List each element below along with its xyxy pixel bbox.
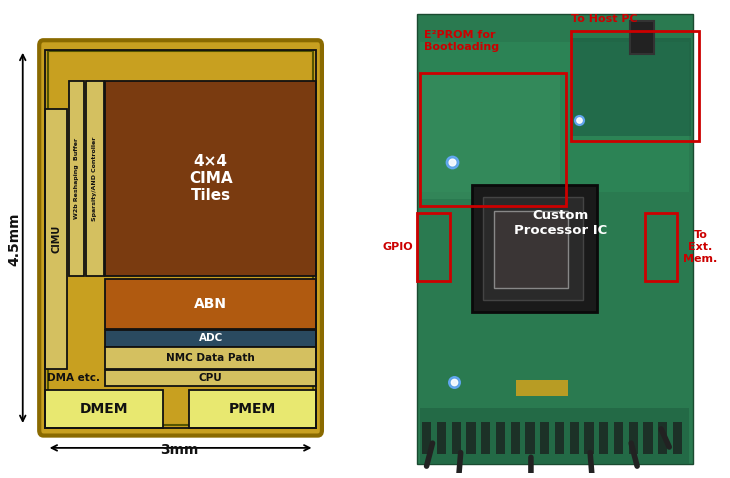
Bar (494, 211, 568, 288)
Bar (511, 422, 520, 455)
Bar (614, 422, 623, 455)
Bar (105, 369, 316, 386)
FancyArrowPatch shape (458, 453, 461, 478)
Text: 4.5mm: 4.5mm (8, 212, 22, 266)
Text: DMEM: DMEM (80, 402, 128, 416)
Bar (420, 42, 689, 192)
Bar (105, 330, 316, 347)
Bar (69, 81, 85, 276)
Text: W2b Reshaping  Buffer: W2b Reshaping Buffer (74, 138, 80, 219)
Bar (422, 75, 561, 199)
Bar (422, 422, 431, 455)
Bar (437, 422, 446, 455)
Text: ABN: ABN (194, 297, 227, 311)
Bar (105, 279, 316, 329)
FancyBboxPatch shape (39, 40, 322, 435)
Point (573, 116, 585, 123)
Text: DMA etc.: DMA etc. (47, 373, 100, 383)
Text: PMEM: PMEM (229, 402, 276, 416)
Bar (45, 109, 67, 369)
Text: ADC: ADC (199, 333, 223, 343)
Bar (45, 390, 164, 428)
Text: 3mm: 3mm (160, 443, 198, 456)
Bar (105, 347, 316, 369)
Point (447, 378, 459, 386)
Bar (643, 422, 653, 455)
Bar (572, 38, 691, 136)
Point (446, 158, 458, 165)
Bar (569, 422, 579, 455)
Bar (45, 50, 316, 428)
Bar (516, 380, 568, 396)
FancyArrowPatch shape (590, 453, 592, 478)
FancyBboxPatch shape (48, 51, 312, 425)
Text: GPIO: GPIO (383, 242, 413, 252)
FancyArrowPatch shape (661, 429, 669, 447)
Bar (585, 422, 593, 455)
Text: 4×4
CIMA
Tiles: 4×4 CIMA Tiles (189, 153, 232, 204)
Point (573, 116, 585, 123)
Bar (526, 422, 534, 455)
Bar (472, 185, 597, 312)
Bar (189, 390, 316, 428)
Bar (629, 422, 638, 455)
Point (446, 158, 458, 165)
FancyArrowPatch shape (631, 443, 637, 466)
Bar (540, 422, 550, 455)
Text: NMC Data Path: NMC Data Path (166, 353, 255, 363)
Text: To Host PC: To Host PC (572, 13, 638, 23)
Text: To
Ext.
Mem.: To Ext. Mem. (683, 230, 718, 263)
Bar (481, 422, 491, 455)
Text: CPU: CPU (199, 373, 223, 383)
Bar (496, 422, 505, 455)
Bar (483, 197, 583, 300)
Text: Custom
Processor IC: Custom Processor IC (514, 208, 607, 237)
FancyArrowPatch shape (426, 443, 433, 466)
Bar (673, 422, 682, 455)
Bar (555, 422, 564, 455)
Bar (417, 14, 694, 464)
Bar (466, 422, 476, 455)
Text: CIMU: CIMU (51, 225, 61, 253)
Text: Sparsity/AND Controller: Sparsity/AND Controller (93, 136, 98, 221)
Bar (631, 21, 654, 54)
Bar (105, 81, 316, 276)
Bar (658, 422, 667, 455)
Bar (599, 422, 608, 455)
Text: E²PROM for
Bootloading: E²PROM for Bootloading (424, 30, 499, 52)
Bar (420, 408, 689, 464)
Point (447, 378, 459, 386)
Bar (85, 81, 104, 276)
Bar (452, 422, 461, 455)
